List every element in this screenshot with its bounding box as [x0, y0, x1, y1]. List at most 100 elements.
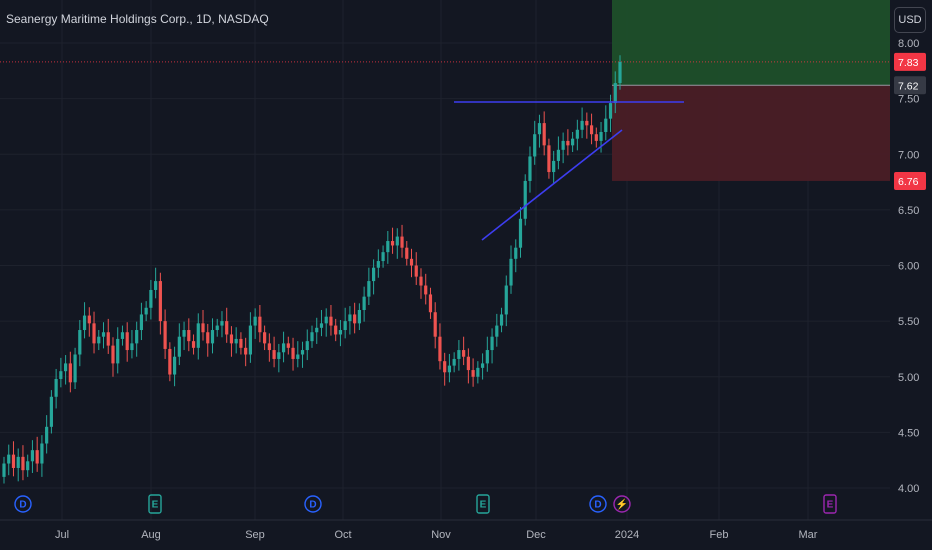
- candle-body: [589, 125, 594, 135]
- candle-body: [523, 180, 527, 219]
- time-tick-label: Feb: [710, 529, 729, 541]
- candle: [419, 268, 423, 299]
- candle-body: [305, 341, 309, 351]
- candle: [405, 241, 409, 266]
- candle: [433, 302, 437, 349]
- candle: [552, 150, 556, 184]
- price-badge: 7.62: [894, 76, 926, 95]
- candle: [116, 327, 120, 374]
- candle: [272, 336, 276, 368]
- event-marker-frame: [823, 494, 837, 514]
- candle: [64, 355, 68, 385]
- price-badge-label: 7.83: [898, 57, 919, 69]
- candle: [286, 336, 290, 355]
- candle-body: [599, 132, 603, 141]
- price-badge: 6.76: [894, 171, 926, 190]
- candle: [177, 323, 181, 366]
- support-line: [481, 129, 623, 241]
- candle: [291, 337, 295, 371]
- candle-body: [324, 316, 328, 324]
- candle-body: [101, 332, 106, 337]
- candle-body: [201, 323, 205, 333]
- chart-title: Seanergy Maritime Holdings Corp., 1D, NA…: [6, 12, 269, 26]
- candle: [518, 207, 523, 258]
- candle: [329, 304, 333, 336]
- candle-body: [244, 347, 248, 355]
- currency-button[interactable]: USD: [894, 7, 926, 33]
- candle-body: [234, 338, 238, 344]
- candle: [59, 357, 63, 388]
- candle-body: [106, 332, 110, 346]
- earnings-icon[interactable]: E: [476, 494, 490, 514]
- candle-body: [135, 330, 139, 344]
- event-marker-glyph: E: [152, 500, 159, 511]
- event-marker-glyph: D: [594, 500, 601, 511]
- candle-body: [419, 276, 423, 286]
- time-tick-label: Nov: [431, 529, 451, 541]
- price-tick-label: 5.50: [898, 316, 919, 328]
- candle: [35, 436, 39, 472]
- candle: [206, 323, 210, 357]
- dividend-icon[interactable]: D: [304, 495, 322, 513]
- time-tick-label: Oct: [334, 529, 351, 541]
- candle: [215, 318, 219, 337]
- candle-body: [514, 247, 518, 259]
- candle: [390, 227, 395, 254]
- candle-body: [78, 330, 82, 355]
- candle-body: [381, 252, 385, 262]
- candle-body: [334, 325, 338, 335]
- event-marker-glyph: E: [827, 500, 834, 511]
- lightning-icon[interactable]: ⚡: [613, 495, 631, 513]
- candle: [220, 311, 224, 338]
- candle: [495, 313, 499, 347]
- candle-body: [239, 338, 243, 348]
- dividend-icon[interactable]: D: [589, 495, 607, 513]
- candle-body: [258, 316, 262, 333]
- time-tick-label: Sep: [245, 529, 265, 541]
- candle: [585, 112, 589, 139]
- candle: [561, 132, 565, 164]
- candle: [367, 267, 371, 305]
- candle: [409, 248, 414, 278]
- price-badge: 7.83: [894, 52, 926, 71]
- candle: [68, 351, 72, 393]
- candle: [480, 353, 485, 380]
- candle-body: [168, 348, 172, 375]
- candle-body: [443, 361, 447, 373]
- candle: [54, 368, 58, 409]
- candle-body: [556, 149, 560, 161]
- earnings-icon[interactable]: E: [823, 494, 837, 514]
- candle: [443, 352, 447, 386]
- candle: [277, 343, 281, 373]
- candle: [281, 331, 286, 363]
- candle-body: [580, 120, 584, 130]
- candle-body: [372, 267, 376, 282]
- candle-body: [315, 327, 319, 333]
- candle-body: [594, 134, 598, 141]
- candle-body: [376, 261, 380, 268]
- candle-body: [575, 129, 579, 139]
- candle: [111, 337, 115, 377]
- candle: [315, 317, 319, 344]
- price-tick-label: 5.00: [898, 372, 919, 384]
- candle: [348, 306, 352, 335]
- price-badge-bg: [894, 171, 926, 190]
- candle-body: [196, 323, 200, 348]
- candle-body: [116, 338, 120, 364]
- dividend-icon[interactable]: D: [14, 495, 32, 513]
- profit-zone: [612, 0, 890, 86]
- candle: [571, 132, 575, 153]
- candle-body: [97, 336, 101, 344]
- candle: [149, 279, 153, 320]
- candle: [566, 129, 570, 156]
- event-marker-frame: [14, 495, 32, 513]
- candle: [509, 245, 513, 294]
- earnings-icon[interactable]: E: [148, 494, 162, 514]
- candle-body: [457, 350, 461, 359]
- candle: [376, 249, 380, 278]
- event-marker-glyph: D: [309, 500, 316, 511]
- candle-body: [338, 330, 343, 335]
- candle: [462, 336, 466, 366]
- candle: [210, 318, 215, 354]
